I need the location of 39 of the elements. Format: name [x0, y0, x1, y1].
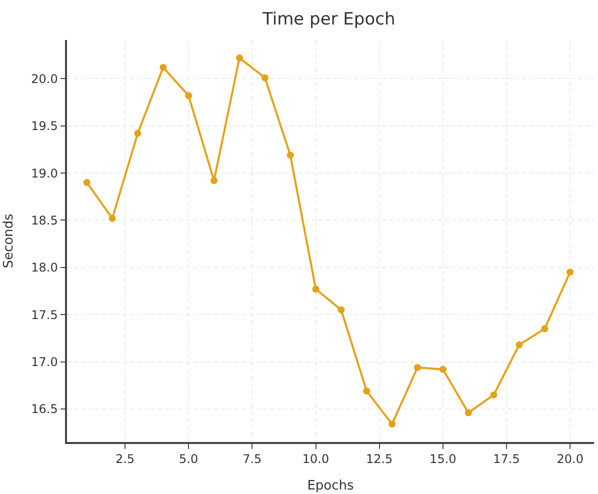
- point: [566, 268, 574, 276]
- x-axis-title: Epochs: [307, 478, 354, 494]
- point: [516, 341, 523, 348]
- point: [414, 364, 421, 371]
- point: [160, 64, 167, 71]
- point: [312, 286, 320, 293]
- x-tick-label: 15.0: [430, 452, 456, 466]
- x-tick-label: 2.5: [115, 452, 135, 466]
- x-tick-label: 5.0: [179, 452, 198, 466]
- y-axis-title: Seconds: [2, 213, 17, 268]
- point: [185, 92, 192, 100]
- point: [210, 177, 218, 184]
- x-tick-label: 20.0: [556, 452, 584, 466]
- y-tick-label: 19.5: [31, 119, 58, 134]
- point: [83, 178, 90, 186]
- x-tick-label: 17.5: [493, 452, 520, 466]
- y-tick-label: 18.0: [31, 260, 58, 275]
- x-tick-label: 10.0: [302, 452, 330, 466]
- point: [388, 420, 396, 428]
- point: [338, 306, 345, 314]
- point: [464, 409, 472, 416]
- y-tick-label: 20.0: [31, 72, 58, 86]
- point: [261, 74, 268, 82]
- point: [541, 325, 548, 332]
- point: [236, 54, 243, 62]
- y-tick-label: 17.0: [31, 354, 58, 369]
- point: [490, 391, 498, 398]
- point: [439, 366, 446, 373]
- point: [363, 388, 370, 395]
- y-tick-label: 19.0: [31, 166, 58, 180]
- point: [286, 152, 294, 159]
- point: [134, 130, 142, 137]
- x-tick-label: 7.5: [242, 452, 262, 466]
- y-tick-label: 17.5: [31, 308, 58, 322]
- y-tick-label: 18.5: [31, 213, 58, 228]
- x-tick-label: 12.5: [366, 452, 393, 466]
- point: [108, 214, 116, 222]
- y-tick-label: 16.5: [31, 402, 58, 416]
- chart-title: Time per Epoch: [262, 9, 396, 30]
